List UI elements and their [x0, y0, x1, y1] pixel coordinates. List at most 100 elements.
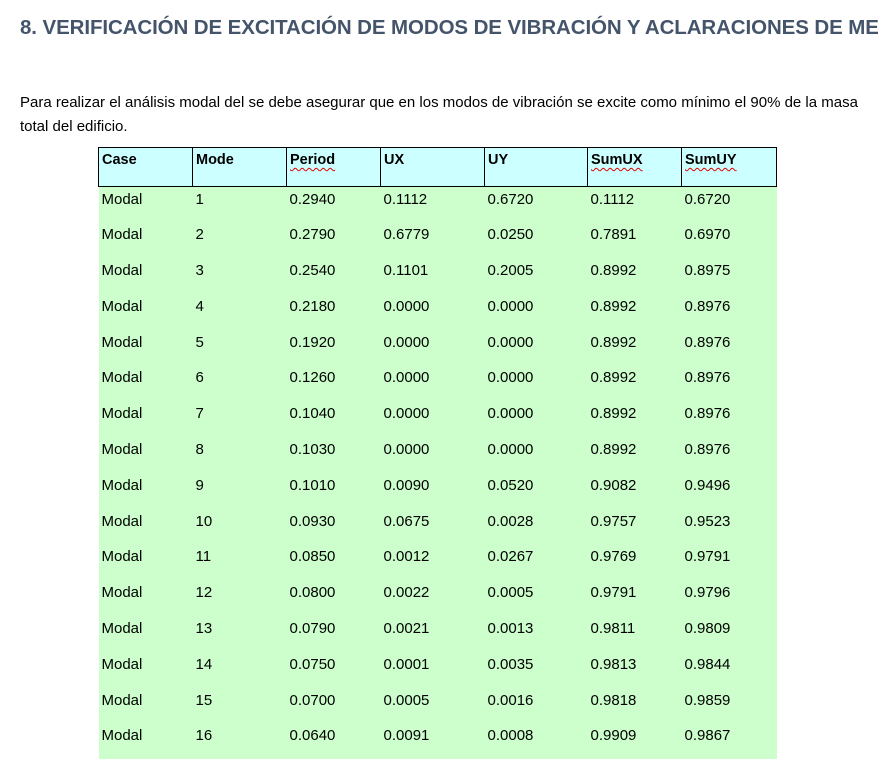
table-cell: 0.0850 [286, 544, 381, 581]
table-cell: Modal [98, 329, 193, 366]
table-cell: Modal [98, 651, 193, 688]
table-cell: 0.0008 [484, 723, 588, 759]
table-cell: 0.9809 [681, 616, 777, 652]
column-header: Period [286, 147, 381, 187]
table-cell: 0.8992 [587, 437, 682, 473]
table-row: Modal 14 0.0750 0.0001 0.0035 0.9813 0.9844 [98, 651, 777, 688]
table-cell: 0.0022 [380, 580, 485, 617]
table-cell: Modal [98, 472, 193, 509]
table-cell: 0.2005 [484, 258, 588, 294]
table-cell: 0.9813 [587, 651, 682, 688]
table-cell: 0.0016 [484, 687, 588, 724]
table-cell: 0.0000 [484, 401, 588, 438]
table-cell: 0.8992 [587, 401, 682, 438]
table-row: Modal 12 0.0800 0.0022 0.0005 0.9791 0.9796 [98, 580, 777, 617]
table-cell: 0.1040 [286, 401, 381, 438]
table-cell: 0.6720 [681, 186, 777, 223]
modal-results-table: Case Mode Period UX UY SumUX SumUY Modal 1 0.294… [98, 147, 777, 759]
table-cell: 0.0021 [380, 616, 485, 652]
table-cell: 0.6779 [380, 222, 485, 259]
table-cell: 3 [192, 258, 287, 294]
table-cell: 8 [192, 437, 287, 473]
column-header-label: SumUY [685, 152, 737, 168]
table-cell: 0.2540 [286, 258, 381, 294]
table-cell: 9 [192, 472, 287, 509]
table-cell: 0.0250 [484, 222, 588, 259]
table-cell: 0.0640 [286, 723, 381, 759]
column-header-label: UY [488, 152, 509, 168]
table-cell: 0.8976 [681, 401, 777, 438]
table-cell: 14 [192, 651, 287, 688]
table-cell: 0.0091 [380, 723, 485, 759]
table-cell: 0.0000 [484, 437, 588, 473]
table-row: Modal 15 0.0700 0.0005 0.0016 0.9818 0.9859 [98, 687, 777, 724]
table-cell: 0.9859 [681, 687, 777, 724]
table-cell: Modal [98, 258, 193, 294]
table-cell: 0.9811 [587, 616, 682, 652]
table-cell: 10 [192, 508, 287, 545]
table-cell: 0.0000 [484, 329, 588, 366]
table-cell: 0.2790 [286, 222, 381, 259]
table-row: Modal 4 0.2180 0.0000 0.0000 0.8992 0.8976 [98, 293, 777, 330]
table-cell: Modal [98, 401, 193, 438]
table-cell: Modal [98, 293, 193, 330]
table-cell: 13 [192, 616, 287, 652]
table-header-row: Case Mode Period UX UY SumUX SumUY [98, 147, 777, 187]
table-cell: 1 [192, 186, 287, 223]
table-cell: 0.2940 [286, 186, 381, 223]
table-cell: 0.9757 [587, 508, 682, 545]
table-cell: 0.0930 [286, 508, 381, 545]
table-cell: 0.0000 [380, 293, 485, 330]
table-row: Modal 3 0.2540 0.1101 0.2005 0.8992 0.8975 [98, 258, 777, 294]
table-cell: 0.9909 [587, 723, 682, 759]
table-cell: 0.0000 [380, 365, 485, 402]
table-row: Modal 9 0.1010 0.0090 0.0520 0.9082 0.9496 [98, 472, 777, 509]
table-cell: Modal [98, 186, 193, 223]
table-cell: 0.0012 [380, 544, 485, 581]
table-cell: 0.2180 [286, 293, 381, 330]
table-cell: 16 [192, 723, 287, 759]
table-cell: 0.8992 [587, 329, 682, 366]
table-cell: Modal [98, 508, 193, 545]
table-cell: 0.9791 [587, 580, 682, 617]
table-row: Modal 5 0.1920 0.0000 0.0000 0.8992 0.8976 [98, 329, 777, 366]
table-cell: 0.9496 [681, 472, 777, 509]
table-row: Modal 1 0.2940 0.1112 0.6720 0.1112 0.6720 [98, 186, 777, 223]
table-cell: 6 [192, 365, 287, 402]
column-header: UY [484, 147, 588, 187]
table-cell: Modal [98, 687, 193, 724]
column-header: Mode [192, 147, 287, 187]
table-cell: 0.6720 [484, 186, 588, 223]
table-cell: Modal [98, 365, 193, 402]
table-cell: Modal [98, 616, 193, 652]
table-cell: 0.8992 [587, 258, 682, 294]
table-cell: Modal [98, 437, 193, 473]
table-cell: 0.6970 [681, 222, 777, 259]
table-cell: 0.8976 [681, 365, 777, 402]
table-row: Modal 11 0.0850 0.0012 0.0267 0.9769 0.9791 [98, 544, 777, 581]
table-cell: 0.0750 [286, 651, 381, 688]
table-cell: 0.9082 [587, 472, 682, 509]
table-cell: 5 [192, 329, 287, 366]
table-row: Modal 2 0.2790 0.6779 0.0250 0.7891 0.6970 [98, 222, 777, 259]
table-cell: 0.1260 [286, 365, 381, 402]
table-cell: 0.0000 [484, 365, 588, 402]
table-cell: 0.0005 [380, 687, 485, 724]
table-cell: 7 [192, 401, 287, 438]
table-cell: 0.9796 [681, 580, 777, 617]
table-cell: Modal [98, 580, 193, 617]
table-cell: 0.8975 [681, 258, 777, 294]
table-cell: 0.9844 [681, 651, 777, 688]
table-cell: 0.0000 [380, 401, 485, 438]
table-cell: 0.9818 [587, 687, 682, 724]
table-row: Modal 13 0.0790 0.0021 0.0013 0.9811 0.9809 [98, 616, 777, 652]
body-paragraph: Para realizar el análisis modal del se d… [20, 94, 858, 135]
table-cell: 0.9769 [587, 544, 682, 581]
column-header: Case [98, 147, 193, 187]
table-cell: 0.0001 [380, 651, 485, 688]
table-cell: Modal [98, 544, 193, 581]
table-cell: 0.0028 [484, 508, 588, 545]
table-cell: 0.7891 [587, 222, 682, 259]
table-row: Modal 7 0.1040 0.0000 0.0000 0.8992 0.8976 [98, 401, 777, 438]
table-cell: 0.1112 [380, 186, 485, 223]
